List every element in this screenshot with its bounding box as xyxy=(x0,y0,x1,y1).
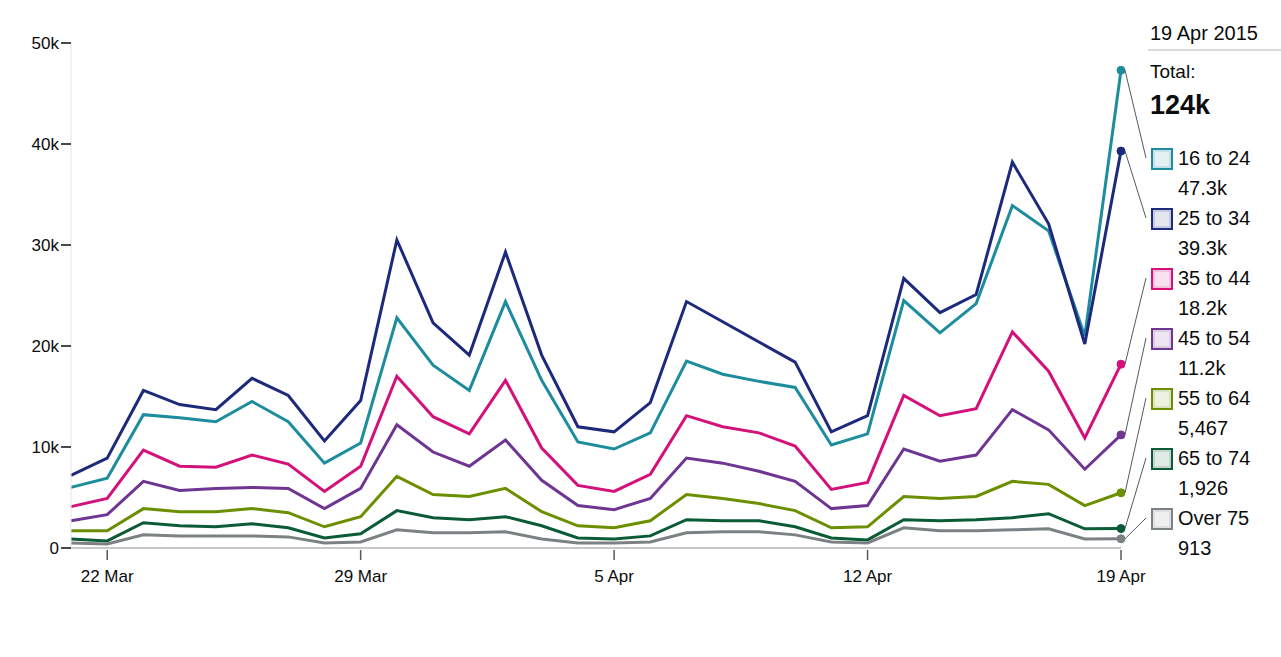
svg-text:29 Mar: 29 Mar xyxy=(334,567,387,586)
html-text:1,926: 1,926 xyxy=(1178,477,1229,499)
html-text:39.3k: 39.3k xyxy=(1178,237,1227,259)
svg-text:12 Apr: 12 Apr xyxy=(843,567,892,586)
svg-text:20k: 20k xyxy=(32,337,60,356)
html-text:Over 75: Over 75 xyxy=(1178,507,1250,529)
svg-text:50k: 50k xyxy=(32,34,60,53)
html-text:25 to 34: 25 to 34 xyxy=(1178,207,1251,229)
html-text:19 Apr 2015: 19 Apr 2015 xyxy=(1150,22,1258,44)
html-text:913: 913 xyxy=(1178,537,1212,559)
html-text:Total:: Total: xyxy=(1150,61,1196,82)
html-text:16 to 24: 16 to 24 xyxy=(1178,147,1251,169)
html-text:18.2k: 18.2k xyxy=(1178,297,1227,319)
html-text:55 to 64: 55 to 64 xyxy=(1178,387,1251,409)
html-text:65 to 74: 65 to 74 xyxy=(1178,447,1251,469)
html-text:45 to 54: 45 to 54 xyxy=(1178,327,1251,349)
html-text:47.3k: 47.3k xyxy=(1178,177,1227,199)
svg-text:5 Apr: 5 Apr xyxy=(594,567,634,586)
svg-text:10k: 10k xyxy=(32,438,60,457)
svg-text:30k: 30k xyxy=(32,236,60,255)
svg-text:19 Apr: 19 Apr xyxy=(1096,567,1145,586)
html-text:11.2k: 11.2k xyxy=(1178,357,1226,379)
html-text:5,467: 5,467 xyxy=(1178,417,1229,439)
svg-text:22 Mar: 22 Mar xyxy=(81,567,134,586)
svg-text:40k: 40k xyxy=(32,135,60,154)
html-text:124k: 124k xyxy=(1150,90,1211,120)
svg-text:0: 0 xyxy=(50,539,59,558)
html-text:35 to 44: 35 to 44 xyxy=(1178,267,1251,289)
